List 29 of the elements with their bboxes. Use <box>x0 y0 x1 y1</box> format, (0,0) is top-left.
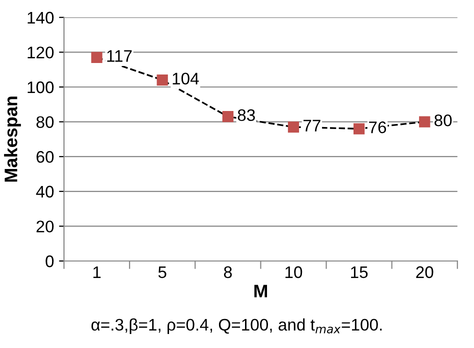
x-tick-label: 10 <box>285 266 302 278</box>
data-label: 76 <box>369 121 386 134</box>
y-tick-label: 0 <box>46 255 54 268</box>
x-tick-label: 20 <box>416 266 434 278</box>
point <box>222 111 234 122</box>
y-tick-label: 100 <box>28 81 54 94</box>
y-tick-label: 40 <box>36 186 54 198</box>
point <box>419 116 430 128</box>
point <box>288 121 300 133</box>
x-tick-label: 15 <box>351 266 368 278</box>
x-axis-title: M <box>254 284 268 298</box>
y-tick-label: 80 <box>36 116 54 128</box>
x-tick-label: 5 <box>158 266 166 278</box>
data-label: 83 <box>238 109 255 122</box>
text: α=.3,β=1, ρ=0.4, Q=100, and t$_{max}$=100. <box>91 318 382 334</box>
data-label: 117 <box>107 50 132 62</box>
point <box>91 52 102 63</box>
data-label: 104 <box>172 72 199 85</box>
y-tick-label: 20 <box>36 220 54 232</box>
x-tick-label: 8 <box>224 266 232 278</box>
y-axis-title: Makespan <box>4 96 21 182</box>
data-label: 77 <box>304 120 320 132</box>
data-label: 80 <box>434 114 452 126</box>
point <box>354 123 365 134</box>
y-tick-label: 120 <box>28 46 54 58</box>
y-tick-label: 60 <box>36 151 54 163</box>
point <box>156 74 168 86</box>
x-tick-label: 1 <box>93 266 101 278</box>
y-tick-label: 140 <box>28 12 54 24</box>
